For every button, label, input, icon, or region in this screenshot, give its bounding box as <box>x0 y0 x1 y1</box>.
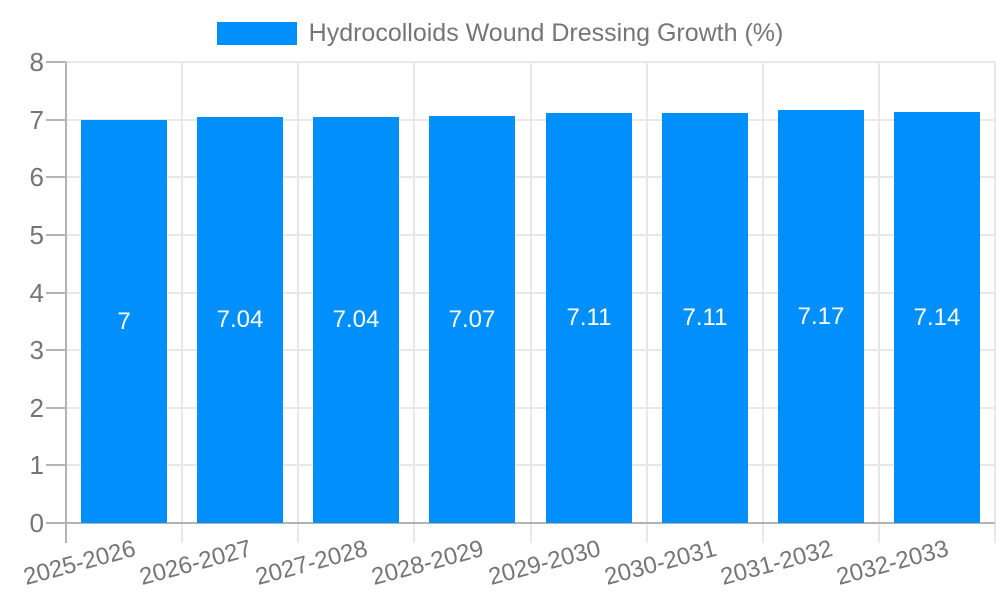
vertical-gridline <box>994 62 996 543</box>
bar[interactable] <box>429 116 515 523</box>
chart-legend[interactable]: Hydrocolloids Wound Dressing Growth (%) <box>0 20 1000 47</box>
y-axis-label: 4 <box>29 278 44 308</box>
y-axis-tick <box>46 176 66 178</box>
bar-value-label: 7.14 <box>913 304 961 331</box>
x-axis-label: 2031-2032 <box>717 535 836 591</box>
bar-value-label: 7.04 <box>216 306 264 333</box>
y-axis-tick <box>46 234 66 236</box>
y-axis-label: 1 <box>29 450 44 480</box>
vertical-gridline <box>762 62 764 543</box>
bar[interactable] <box>662 113 748 523</box>
bar-value-label: 7.11 <box>566 304 612 331</box>
y-axis-label: 0 <box>29 508 44 538</box>
x-axis-label: 2027-2028 <box>252 535 371 591</box>
vertical-gridline <box>413 62 415 543</box>
bar[interactable] <box>197 117 283 523</box>
bar-value-label: 7.17 <box>797 303 845 330</box>
y-axis-tick <box>46 61 66 63</box>
x-axis-label: 2032-2033 <box>833 535 952 591</box>
bar[interactable] <box>778 110 864 523</box>
y-axis-tick <box>46 292 66 294</box>
bar[interactable] <box>81 120 167 523</box>
bar[interactable] <box>894 112 980 523</box>
y-axis-label: 5 <box>29 220 44 250</box>
bar-value-label: 7.07 <box>448 306 496 333</box>
x-axis-line <box>66 522 995 524</box>
bar-value-label: 7.04 <box>332 306 380 333</box>
vertical-gridline <box>646 62 648 543</box>
vertical-gridline <box>530 62 532 543</box>
x-axis-label: 2028-2029 <box>368 535 487 591</box>
y-axis-label: 7 <box>29 105 44 135</box>
y-axis-tick <box>46 407 66 409</box>
bar[interactable] <box>546 113 632 523</box>
x-axis-label: 2026-2027 <box>136 535 255 591</box>
x-axis-label: 2029-2030 <box>485 535 604 591</box>
vertical-gridline <box>878 62 880 543</box>
vertical-gridline <box>181 62 183 543</box>
y-axis-label: 6 <box>29 162 44 192</box>
y-axis-label: 8 <box>29 47 44 77</box>
vertical-gridline <box>297 62 299 543</box>
y-axis-tick <box>46 349 66 351</box>
legend-label: Hydrocolloids Wound Dressing Growth (%) <box>308 19 784 47</box>
bar[interactable] <box>313 117 399 523</box>
y-axis-label: 2 <box>29 393 44 423</box>
bar-value-label: 7.11 <box>682 304 728 331</box>
x-axis-label: 2030-2031 <box>601 535 720 591</box>
y-axis-tick <box>46 464 66 466</box>
y-axis-tick <box>46 119 66 121</box>
y-axis-tick <box>46 522 66 524</box>
legend-swatch-icon <box>216 22 297 45</box>
y-axis-label: 3 <box>29 335 44 365</box>
x-axis-label: 2025-2026 <box>20 535 139 591</box>
bar-value-label: 7 <box>117 308 131 335</box>
y-axis-line <box>65 62 67 543</box>
